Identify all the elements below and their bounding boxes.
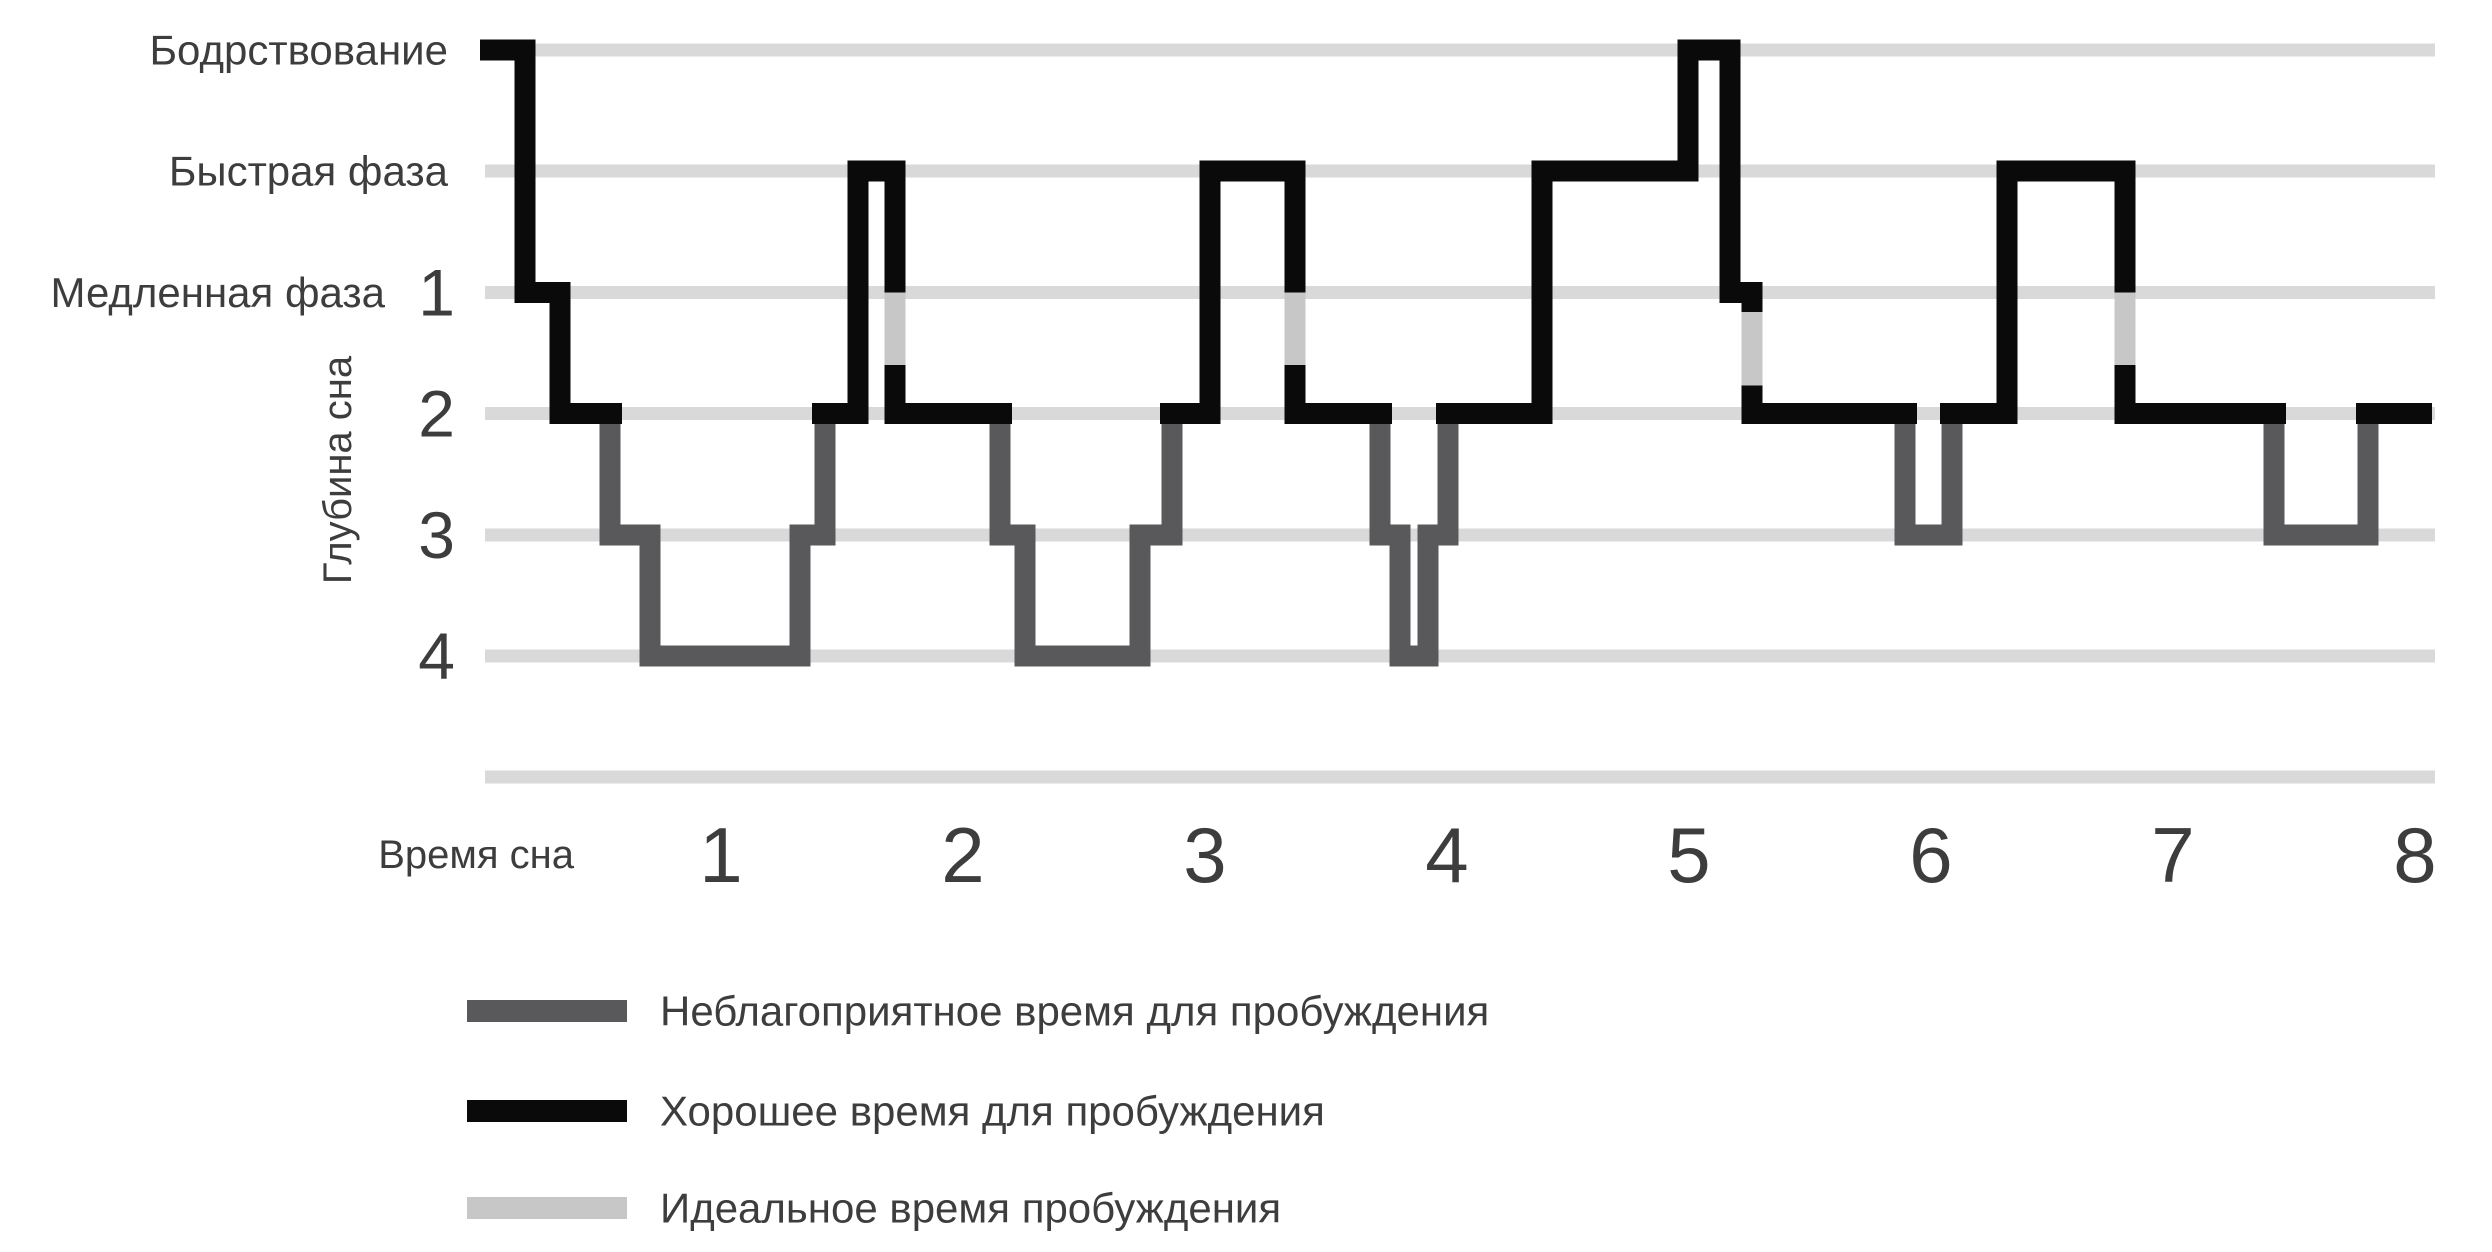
sleep-segment-good [479,39,623,425]
sleep-segment-unfavorable [599,413,836,667]
y-depth-tick: 2 [418,377,455,451]
legend-swatch-ideal [467,1197,627,1219]
sleep-segment-good [1159,160,1306,425]
sleep-segment-unfavorable [2263,413,2379,546]
legend-label: Хорошее время для пробуждения [660,1088,1325,1135]
legend-label: Неблагоприятное время для пробуждения [660,988,1489,1035]
x-hour-tick: 4 [1425,811,1468,899]
legend-swatch-unfavorable [467,1000,627,1022]
x-hour-tick: 5 [1667,811,1710,899]
sleep-segment-good [811,160,906,425]
legend-item: Хорошее время для пробуждения [467,1088,1325,1135]
x-axis-title: Время сна [378,833,575,877]
sleep-segment-good [1435,39,1763,425]
y-stage-label: Быстрая фаза [169,148,449,195]
sleep-segment-good [1741,385,1917,425]
y-stage-label: Бодрствование [149,27,448,74]
x-hour-tick: 6 [1909,811,1952,899]
sleep-line [479,39,2432,667]
x-hour-tick: 1 [699,811,742,899]
sleep-segment-good [1284,365,1393,425]
legend-item: Идеальное время пробуждения [467,1185,1281,1232]
y-depth-tick: 4 [418,619,455,693]
sleep-segment-unfavorable [1894,413,1963,546]
y-depth-tick: 3 [418,498,455,572]
y-axis-title: Глубина сна [316,355,360,584]
legend-item: Неблагоприятное время для пробуждения [467,988,1489,1035]
sleep-segment-unfavorable [989,413,1183,667]
y-depth-tick: 1 [418,255,455,329]
x-hour-tick: 8 [2393,811,2436,899]
sleep-segment-good [884,365,1012,425]
sleep-segment-good [1939,160,2136,425]
sleep-segment-unfavorable [1369,413,1459,667]
legend: Неблагоприятное время для пробуждения Хор… [467,988,1489,1232]
x-hour-tick: 2 [941,811,984,899]
x-hour-tick: 3 [1183,811,1226,899]
sleep-segment-good [2114,365,2287,425]
y-stage-label: Медленная фаза [51,269,386,316]
y-axis: Бодрствование Быстрая фаза Медленная фаза 1… [51,27,455,694]
x-hour-tick: 7 [2151,811,2194,899]
legend-swatch-good [467,1100,627,1122]
legend-label: Идеальное время пробуждения [660,1185,1281,1232]
x-axis: Время сна 1 2 3 4 5 6 7 8 [378,811,2436,899]
